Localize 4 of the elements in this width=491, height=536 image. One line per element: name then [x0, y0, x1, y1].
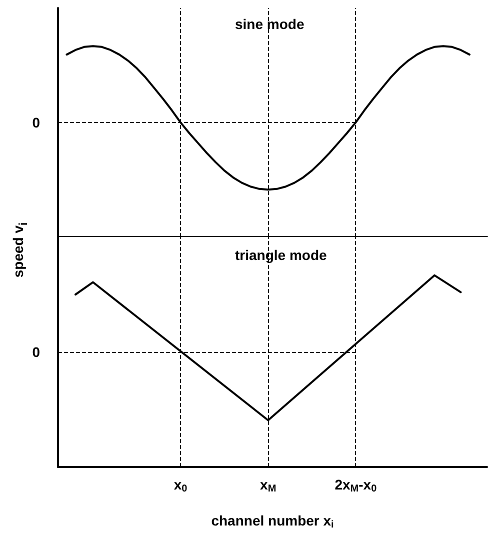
chart-title: sine mode — [235, 16, 304, 32]
ref-line-label: 0 — [32, 114, 40, 130]
ref-line-label: 0 — [32, 344, 40, 360]
chart-title: triangle mode — [235, 247, 328, 263]
